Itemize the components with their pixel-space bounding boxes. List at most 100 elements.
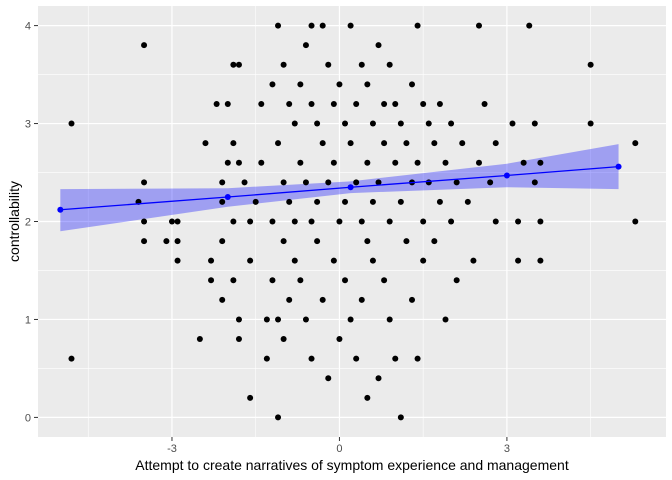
data-point [330,100,337,107]
data-point [280,61,287,68]
fit-point [503,172,510,179]
data-point [358,296,365,303]
data-point [291,218,298,225]
data-point [230,277,237,284]
data-point [587,120,594,127]
data-point [381,140,388,147]
data-point [325,61,332,68]
data-point [375,375,382,382]
data-point [196,336,203,343]
data-point [375,179,382,186]
data-point [336,81,343,88]
data-point [397,198,404,205]
data-point [275,22,282,29]
data-point [302,42,309,49]
data-point [364,238,371,245]
data-point [431,140,438,147]
data-point [308,218,315,225]
data-point [409,81,416,88]
data-point [269,81,276,88]
data-point [353,179,360,186]
data-point [247,257,254,264]
y-axis-title: controllability [6,181,22,262]
data-point [632,218,639,225]
data-point [336,218,343,225]
data-point [369,120,376,127]
data-point [464,198,471,205]
data-point [347,22,354,29]
data-point [537,159,544,166]
data-point [314,120,321,127]
data-point [308,22,315,29]
data-point [174,257,181,264]
data-point [347,140,354,147]
y-tick-label: 2 [25,217,31,229]
data-point [515,257,522,264]
data-point [397,120,404,127]
data-point [235,336,242,343]
data-point [364,394,371,401]
data-point [425,120,432,127]
data-point [325,375,332,382]
data-point [286,198,293,205]
data-point [235,316,242,323]
data-point [247,394,254,401]
data-point [314,198,321,205]
data-point [269,277,276,284]
data-point [531,179,538,186]
data-point [68,355,75,362]
data-point [219,238,226,245]
data-point [425,179,432,186]
data-point [325,179,332,186]
y-axis: 0 1 2 3 4 [25,21,38,424]
data-point [632,140,639,147]
data-point [174,218,181,225]
data-point [263,316,270,323]
data-point [353,100,360,107]
data-point [453,277,460,284]
data-point [275,140,282,147]
data-point [369,198,376,205]
data-point [247,218,254,225]
data-point [342,198,349,205]
y-tick-label: 1 [25,314,31,326]
data-point [252,198,259,205]
data-point [487,179,494,186]
data-point [258,100,265,107]
data-point [297,277,304,284]
data-point [364,81,371,88]
data-point [414,355,421,362]
data-point [275,316,282,323]
data-point [353,355,360,362]
x-axis-title: Attempt to create narratives of symptom … [135,457,569,473]
data-point [358,218,365,225]
data-point [442,316,449,323]
data-point [241,179,248,186]
data-point [219,179,226,186]
data-point [319,140,326,147]
data-point [531,120,538,127]
x-tick-label: -3 [167,443,177,455]
data-point [213,100,220,107]
data-point [492,218,499,225]
data-point [369,257,376,264]
data-point [481,100,488,107]
data-point [453,179,460,186]
data-points [68,22,639,421]
data-point [381,100,388,107]
data-point [342,120,349,127]
data-point [537,218,544,225]
data-point [291,120,298,127]
data-point [397,414,404,421]
data-point [475,159,482,166]
data-point [208,277,215,284]
data-point [420,100,427,107]
data-point [286,296,293,303]
data-point [358,61,365,68]
data-point [208,257,215,264]
data-point [230,218,237,225]
data-point [403,238,410,245]
data-point [431,238,438,245]
data-point [520,159,527,166]
